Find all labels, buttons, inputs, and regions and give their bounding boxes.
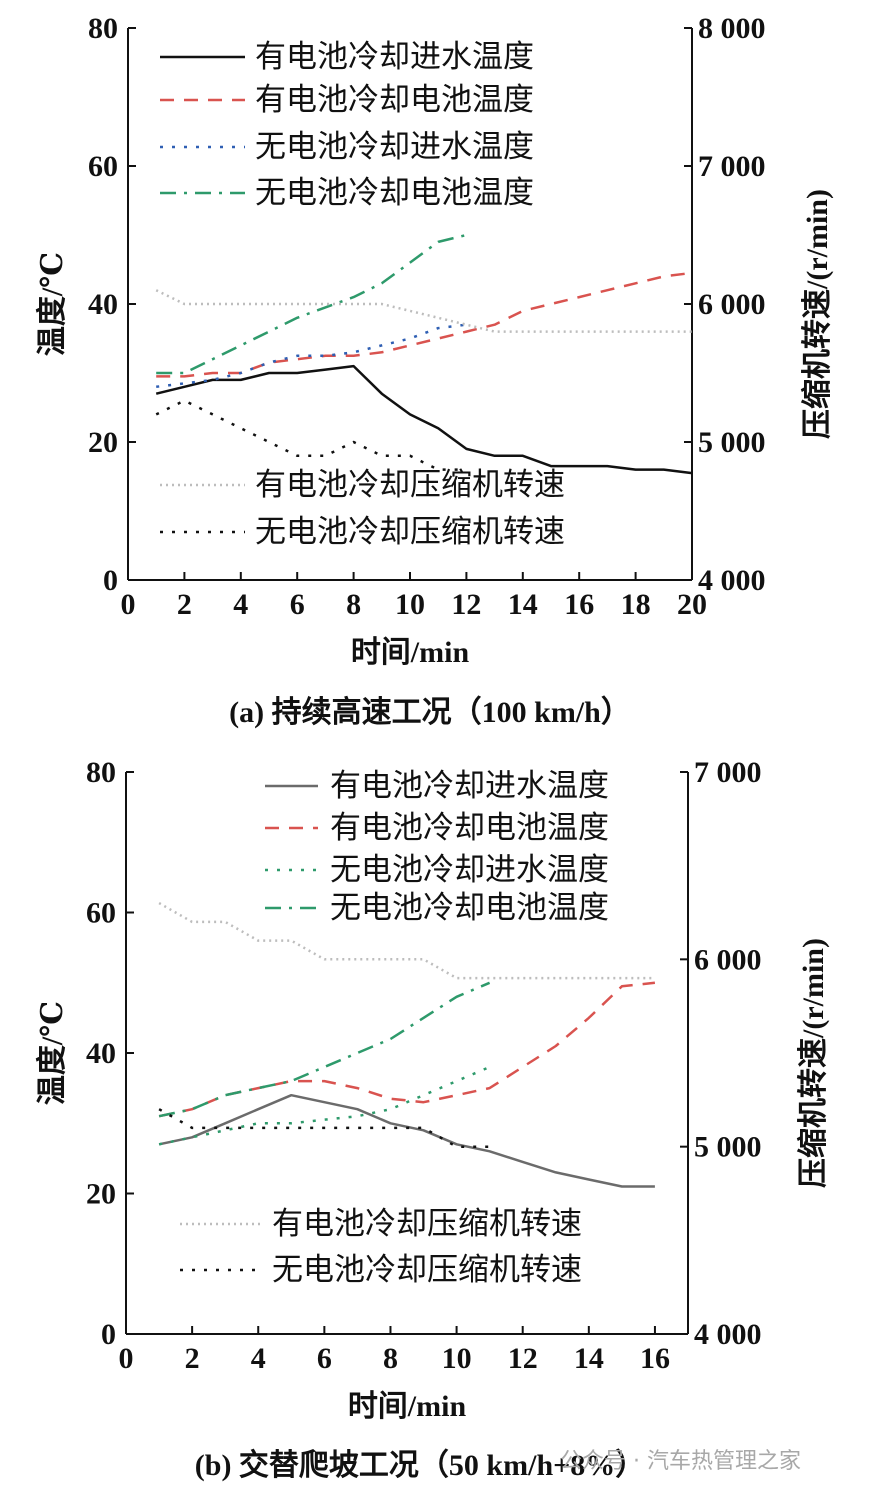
x-tick-label: 12 — [508, 1342, 538, 1375]
legend-label: 有电池冷却电池温度 — [330, 810, 609, 846]
y-axis-label: 温度/℃ — [36, 252, 69, 356]
chart-panel-b: 0 2 4 6 8 10 12 14 16 0 20 40 60 80 4 000 5 000 6 000 7 0… — [36, 756, 830, 1482]
y-tick-label: 20 — [86, 1178, 116, 1211]
x-tick-label: 4 — [233, 588, 248, 621]
y-tick-label: 0 — [103, 564, 118, 597]
y2-axis-label: 压缩机转速/(r/min) — [797, 938, 830, 1188]
y-axis-label: 温度/℃ — [36, 1001, 69, 1105]
x-tick-label: 10 — [395, 588, 425, 621]
series-line-3 — [156, 323, 467, 389]
x-tick-label: 16 — [640, 1342, 670, 1375]
y2-tick-label: 7 000 — [694, 756, 762, 789]
series-line-4 — [158, 981, 491, 1118]
series-line-4 — [156, 233, 467, 375]
y-tick-label: 40 — [86, 1037, 116, 1070]
y-tick-label: 20 — [88, 426, 118, 459]
x-tick-label: 2 — [177, 588, 192, 621]
x-tick-label: 0 — [121, 588, 136, 621]
x-tick-label: 0 — [119, 1342, 134, 1375]
x-tick-label: 18 — [621, 588, 651, 621]
series-line-6 — [158, 1108, 490, 1148]
y-tick-label: 80 — [88, 12, 118, 45]
legend-label: 有电池冷却压缩机转速 — [272, 1206, 582, 1242]
chart-caption: (a) 持续高速工况（100 km/h） — [229, 695, 631, 729]
legend-label: 无电池冷却进水温度 — [255, 129, 534, 165]
legend-label: 无电池冷却压缩机转速 — [255, 514, 565, 550]
chart-caption: (b) 交替爬坡工况（50 km/h+8%） — [195, 1448, 645, 1482]
y2-tick-label: 4 000 — [694, 1318, 762, 1351]
series-line-5 — [158, 902, 655, 980]
x-tick-label: 6 — [290, 588, 305, 621]
y2-tick-label: 5 000 — [698, 426, 766, 459]
y2-tick-label: 5 000 — [694, 1131, 762, 1164]
series-line-1 — [155, 364, 693, 475]
y2-tick-label: 4 000 — [698, 564, 766, 597]
chart-panel-a: 0 2 4 6 8 10 12 14 16 18 20 0 20 40 60 80 4 000 5 000 6 00… — [36, 12, 834, 729]
x-tick-label: 8 — [346, 588, 361, 621]
x-axis-label: 时间/min — [348, 1390, 467, 1423]
x-tick-label: 14 — [574, 1342, 604, 1375]
series-line-3 — [158, 1065, 491, 1146]
x-tick-label: 20 — [677, 588, 707, 621]
x-tick-label: 2 — [185, 1342, 200, 1375]
legend-label: 无电池冷却压缩机转速 — [272, 1252, 582, 1288]
series-line-2 — [158, 981, 656, 1118]
x-axis-label: 时间/min — [351, 636, 470, 669]
x-tick-label: 10 — [442, 1342, 472, 1375]
y-tick-label: 80 — [86, 756, 116, 789]
y2-tick-label: 7 000 — [698, 150, 766, 183]
series-line-5 — [155, 289, 692, 333]
x-tick-label: 16 — [564, 588, 594, 621]
legend-label: 有电池冷却电池温度 — [255, 82, 534, 118]
y2-tick-label: 8 000 — [698, 12, 766, 45]
x-tick-label: 8 — [383, 1342, 398, 1375]
x-tick-label: 14 — [508, 588, 538, 621]
y2-tick-label: 6 000 — [698, 288, 766, 321]
y-tick-label: 60 — [88, 150, 118, 183]
series-line-2 — [156, 271, 693, 378]
series-line-1 — [158, 1093, 655, 1188]
legend-label: 无电池冷却电池温度 — [330, 890, 609, 926]
y-tick-label: 0 — [101, 1318, 116, 1351]
x-tick-label: 4 — [251, 1342, 266, 1375]
y2-tick-label: 6 000 — [694, 943, 762, 976]
series-line-6 — [155, 399, 467, 471]
x-tick-label: 12 — [451, 588, 481, 621]
legend-label: 有电池冷却进水温度 — [255, 39, 534, 75]
y-tick-label: 40 — [88, 288, 118, 321]
legend-label: 有电池冷却进水温度 — [330, 768, 609, 804]
y2-axis-label: 压缩机转速/(r/min) — [801, 189, 834, 439]
legend-label: 有电池冷却压缩机转速 — [255, 467, 565, 503]
watermark-text: 公众号 · 汽车热管理之家 — [560, 1449, 801, 1474]
y-tick-label: 60 — [86, 897, 116, 930]
x-tick-label: 6 — [317, 1342, 332, 1375]
legend-label: 无电池冷却电池温度 — [255, 175, 534, 211]
legend-label: 无电池冷却进水温度 — [330, 852, 609, 888]
